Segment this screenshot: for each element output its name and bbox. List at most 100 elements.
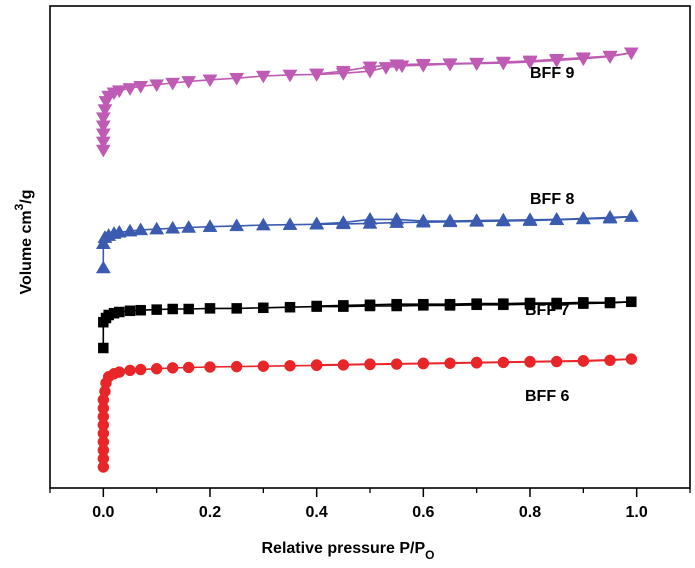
plot-frame: 0.0 0.2 0.4 0.6 0.8 1.0 <box>49 5 691 521</box>
bff-9-point <box>282 69 298 83</box>
series-label-bff-8: BFF 8 <box>530 191 575 208</box>
bff-8-point <box>602 210 618 224</box>
bff-9-point <box>442 58 458 72</box>
bff-8-point <box>389 215 405 228</box>
bff-9-point <box>575 53 591 67</box>
bff-9-point <box>309 69 325 82</box>
series-bff-8 <box>95 209 639 274</box>
bff-6-point <box>604 354 616 367</box>
x-axis-title-subscript: O <box>425 548 434 562</box>
bff-8-point <box>133 222 149 236</box>
bff-8-point <box>282 217 298 230</box>
bff-9-point <box>133 81 149 94</box>
bff-7-point <box>167 303 178 315</box>
bff-6-point <box>444 357 456 370</box>
bff-9-point <box>378 62 394 75</box>
bff-7-point <box>524 298 536 310</box>
bff-7-point <box>338 301 349 312</box>
x-tick-label: 1.0 <box>626 504 648 521</box>
bff-9-point <box>522 56 538 70</box>
bff-9-point <box>394 60 410 74</box>
bff-8-point <box>95 260 111 274</box>
bff-7-point <box>604 297 616 309</box>
y-axis-title-superscript: 3 <box>12 203 26 210</box>
bff-8-point <box>229 218 245 232</box>
bff-7-point <box>258 302 269 314</box>
bff-9-point <box>362 65 378 79</box>
bff-8-point <box>165 220 181 234</box>
bff-7-point <box>114 306 125 318</box>
bff-6-point <box>204 361 216 373</box>
bff-9-point <box>469 58 485 72</box>
bff-6-point <box>134 363 147 376</box>
x-tick-label: 0.4 <box>306 504 328 521</box>
bff-7-point <box>364 300 376 312</box>
bff-6-point <box>150 362 163 375</box>
series-bff-7 <box>98 296 637 354</box>
bff-6-point <box>182 361 195 374</box>
bff-7-point <box>98 342 109 354</box>
bff-9-point <box>122 83 138 96</box>
bff-6-point <box>550 355 563 368</box>
x-axis-title: Relative pressure P/PO <box>262 540 435 562</box>
y-axis-title-tail: /g <box>18 189 35 203</box>
bff-7-point <box>578 298 589 309</box>
bff-8-point <box>181 220 197 233</box>
bff-6-adsorption-line <box>102 358 632 467</box>
bff-7-point <box>124 305 136 317</box>
bff-6-point <box>257 360 270 372</box>
bff-9-point <box>602 51 618 65</box>
bff-6-point <box>337 359 350 371</box>
bff-6-point <box>166 362 179 374</box>
bff-8-point <box>309 216 325 230</box>
bff-9-point <box>335 68 351 81</box>
bff-6-point <box>524 356 536 368</box>
bff-7-point <box>626 296 637 308</box>
bff-8-point <box>415 214 431 228</box>
x-tick-label: 0.0 <box>92 504 114 521</box>
bff-7-point <box>391 300 402 312</box>
bff-8-point <box>495 213 511 227</box>
bff-7-point <box>418 300 429 311</box>
bff-6-point <box>497 356 510 369</box>
bff-6-point <box>625 353 638 365</box>
bff-9-point <box>255 70 271 84</box>
bff-7-point <box>471 299 482 311</box>
x-tick-label: 0.2 <box>199 504 221 521</box>
bff-9-point <box>229 72 245 86</box>
bff-8-point <box>575 211 591 225</box>
bff-7-point <box>135 304 146 316</box>
bff-7-point <box>444 300 456 311</box>
bff-9-point <box>165 77 181 91</box>
bff-8-point <box>549 212 565 226</box>
bff-8-point <box>362 215 378 229</box>
bff-9-point <box>495 57 511 71</box>
bff-9-point <box>202 74 218 88</box>
bff-9-point <box>111 85 127 99</box>
bff-9-point <box>623 47 639 61</box>
bff-6-point <box>310 359 323 372</box>
bff-8-point <box>255 217 271 231</box>
series-bff-6 <box>97 353 638 473</box>
series-label-bff-9: BFF 9 <box>530 65 575 82</box>
bff-8-point <box>202 219 218 232</box>
bff-7-point <box>284 301 296 313</box>
bff-7-point <box>231 303 242 314</box>
series-label-bff-7: BFF 7 <box>525 302 570 319</box>
bff-9-point <box>549 55 565 68</box>
series-layer <box>95 47 639 473</box>
bff-6-point <box>284 360 296 372</box>
bff-6-point <box>470 357 483 369</box>
bff-8-point <box>149 221 165 235</box>
labels-layer: BFF 9 BFF 8 BFF 7 BFF 6 <box>525 65 575 405</box>
bff-8-point <box>623 209 639 222</box>
bff-7-point <box>311 301 322 312</box>
bff-8-point <box>335 216 351 230</box>
bff-7-point <box>498 299 509 311</box>
bff-7-point <box>551 298 562 310</box>
x-tick-label: 0.8 <box>519 504 541 521</box>
bff-8-point <box>469 213 485 227</box>
x-tick-label: 0.6 <box>412 504 434 521</box>
bff-6-point <box>113 366 126 378</box>
